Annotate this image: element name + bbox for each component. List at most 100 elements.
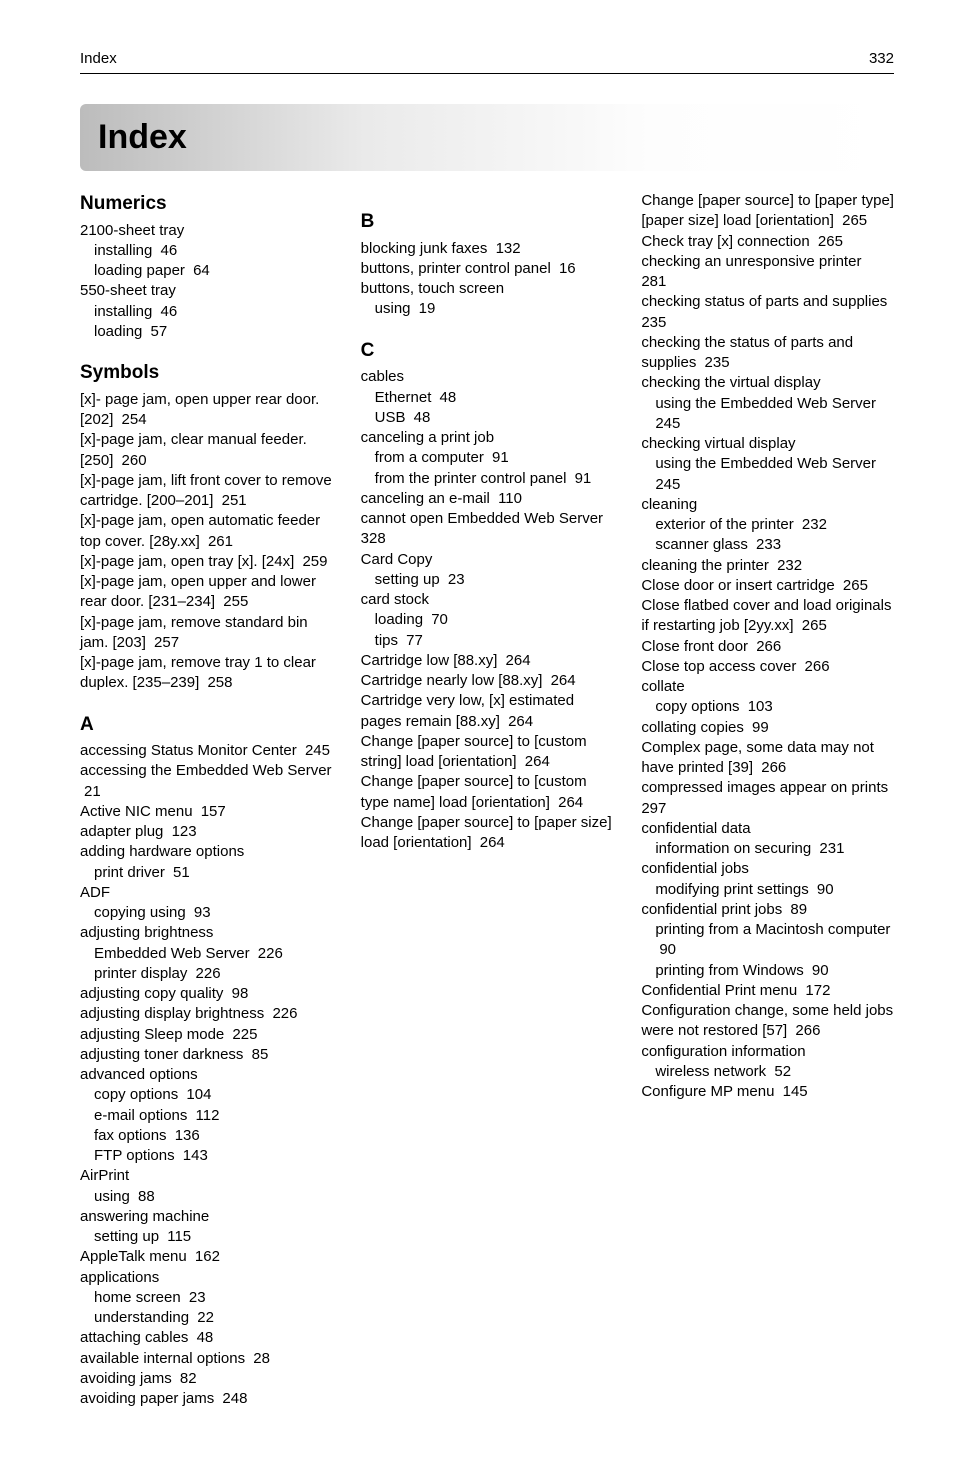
entry-page: 225	[228, 1026, 257, 1043]
entry-page: 157	[197, 803, 226, 820]
entry-page: 90	[813, 881, 834, 898]
entry-text: loading	[94, 323, 142, 340]
entry-text: confidential jobs	[641, 860, 749, 877]
index-entry: avoiding jams 82	[80, 1369, 333, 1389]
entry-page: 91	[488, 449, 509, 466]
entry-text: printing from a Macintosh computer	[655, 921, 890, 938]
index-entry: advanced options	[80, 1065, 333, 1085]
entry-page: 248	[218, 1390, 247, 1407]
entry-page: 245	[301, 742, 330, 759]
index-entry: using the Embedded Web Server 245	[641, 454, 894, 495]
entry-text: AirPrint	[80, 1167, 129, 1184]
entry-page: 48	[192, 1329, 213, 1346]
index-entry: checking virtual display	[641, 434, 894, 454]
entry-page: 77	[402, 632, 423, 649]
entry-text: using the Embedded Web Server	[655, 455, 876, 472]
entry-page: 264	[546, 672, 575, 689]
entry-text: Cartridge very low, [x] estimated pages …	[361, 692, 574, 729]
entry-text: answering machine	[80, 1208, 209, 1225]
entry-page: 226	[191, 965, 220, 982]
entry-text: installing	[94, 303, 152, 320]
entry-page: 98	[227, 985, 248, 1002]
index-entry: [x]‑page jam, clear manual feeder. [250]…	[80, 430, 333, 471]
entry-text: checking the status of parts and supplie…	[641, 334, 853, 371]
entry-page: 99	[748, 719, 769, 736]
entry-text: setting up	[375, 571, 440, 588]
index-entry: information on securing 231	[641, 839, 894, 859]
index-entry: cleaning	[641, 495, 894, 515]
index-entry: [x]‑page jam, remove tray 1 to clear dup…	[80, 653, 333, 694]
index-entry: Change [paper source] to [custom string]…	[361, 732, 614, 773]
index-entry: blocking junk faxes 132	[361, 239, 614, 259]
index-entry: Complex page, some data may not have pri…	[641, 738, 894, 779]
entry-page: 88	[134, 1188, 155, 1205]
entry-page: 136	[171, 1127, 200, 1144]
index-entry: printing from a Macintosh computer 90	[641, 920, 894, 961]
index-entry: available internal options 28	[80, 1349, 333, 1369]
entry-text: cleaning the printer	[641, 557, 769, 574]
section-heading: Numerics	[80, 191, 333, 217]
entry-page: 112	[191, 1107, 219, 1124]
index-section: Symbols[x]‑ page jam, open upper rear do…	[80, 342, 333, 693]
index-entry: wireless network 52	[641, 1062, 894, 1082]
entry-page: 89	[786, 901, 807, 918]
index-entry: collate	[641, 677, 894, 697]
entry-text: buttons, printer control panel	[361, 260, 551, 277]
entry-text: attaching cables	[80, 1329, 188, 1346]
entry-text: from the printer control panel	[375, 470, 567, 487]
entry-text: accessing Status Monitor Center	[80, 742, 297, 759]
index-entry: configuration information	[641, 1042, 894, 1062]
entry-page: 226	[268, 1005, 297, 1022]
entry-page: 266	[757, 759, 786, 776]
entry-page: 254	[117, 411, 146, 428]
index-entry: Close top access cover 266	[641, 657, 894, 677]
entry-text: Cartridge nearly low [88.xy]	[361, 672, 543, 689]
entry-page: 266	[800, 658, 829, 675]
entry-page: 93	[190, 904, 211, 921]
entry-text: tips	[375, 632, 398, 649]
entry-text: [x]‑page jam, open automatic feeder top …	[80, 512, 320, 549]
entry-page: 264	[501, 652, 530, 669]
index-entry: accessing the Embedded Web Server 21	[80, 761, 333, 802]
index-entry: 550‑sheet tray	[80, 281, 333, 301]
entry-text: Close door or insert cartridge	[641, 577, 834, 594]
index-entry: checking the status of parts and supplie…	[641, 333, 894, 374]
entry-page: 23	[185, 1289, 206, 1306]
index-section: CcablesEthernet 48USB 48canceling a prin…	[361, 320, 614, 854]
entry-text: Change [paper source] to [custom type na…	[361, 773, 587, 810]
section-heading: Symbols	[80, 360, 333, 386]
entry-page: 265	[814, 233, 843, 250]
entry-text: wireless network	[655, 1063, 766, 1080]
index-entry: printing from Windows 90	[641, 961, 894, 981]
entry-text: Configuration change, some held jobs wer…	[641, 1002, 893, 1039]
entry-text: Confidential Print menu	[641, 982, 797, 999]
entry-text: collating copies	[641, 719, 744, 736]
index-entry: cleaning the printer 232	[641, 556, 894, 576]
index-entry: AppleTalk menu 162	[80, 1247, 333, 1267]
index-entry: copy options 103	[641, 697, 894, 717]
entry-page: 232	[798, 516, 827, 533]
entry-page: 265	[839, 577, 868, 594]
entry-page: 46	[156, 303, 177, 320]
entry-text: checking the virtual display	[641, 374, 820, 391]
entry-text: print driver	[94, 864, 165, 881]
entry-text: printing from Windows	[655, 962, 803, 979]
entry-text: canceling a print job	[361, 429, 494, 446]
entry-text: installing	[94, 242, 152, 259]
entry-text: home screen	[94, 1289, 181, 1306]
index-entry: from a computer 91	[361, 448, 614, 468]
index-entry: 2100‑sheet tray	[80, 221, 333, 241]
entry-page: 91	[570, 470, 591, 487]
entry-text: 2100‑sheet tray	[80, 222, 184, 239]
entry-page: 90	[659, 941, 676, 958]
index-entry: card stock	[361, 590, 614, 610]
entry-text: confidential print jobs	[641, 901, 782, 918]
index-entry: Embedded Web Server 226	[80, 944, 333, 964]
entry-page: 57	[146, 323, 167, 340]
index-entry: buttons, touch screen	[361, 279, 614, 299]
index-entry: using 19	[361, 299, 614, 319]
index-entry: understanding 22	[80, 1308, 333, 1328]
entry-text: copy options	[655, 698, 739, 715]
index-entry: answering machine	[80, 1207, 333, 1227]
entry-page: 264	[504, 713, 533, 730]
